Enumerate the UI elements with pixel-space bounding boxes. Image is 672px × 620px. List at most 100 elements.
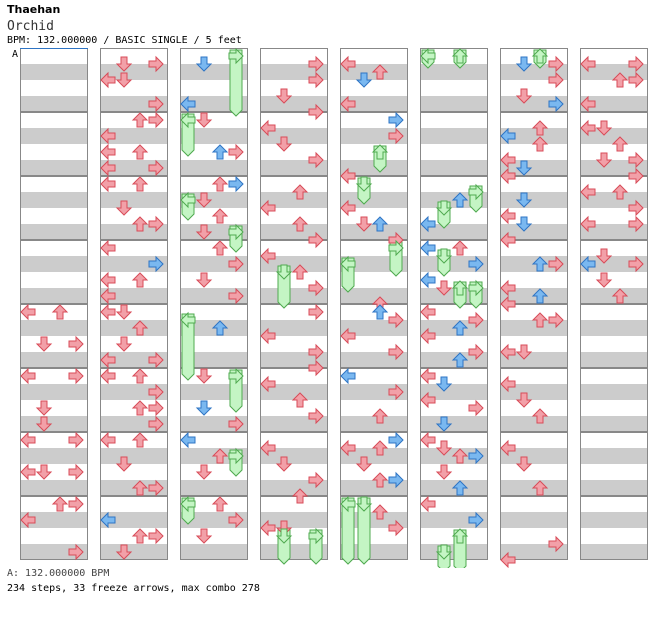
up-arrow [531, 256, 549, 272]
down-arrow [115, 72, 133, 88]
freeze-head-arrow [275, 528, 293, 544]
freeze-arrow [357, 497, 371, 565]
beat-stripe [340, 448, 408, 464]
measure-border [500, 176, 568, 240]
measure-border [340, 368, 408, 432]
beat-stripe [580, 480, 648, 496]
left-arrow [20, 367, 36, 385]
beat-stripe [500, 192, 568, 208]
beat-stripe [260, 288, 328, 304]
beat-stripe [260, 128, 328, 144]
right-arrow [308, 471, 324, 489]
freeze-head-arrow [371, 144, 389, 160]
right-arrow [148, 215, 164, 233]
beat-stripe [340, 416, 408, 432]
beat-stripe [580, 128, 648, 144]
right-arrow [68, 431, 84, 449]
measure-border [180, 48, 248, 112]
up-arrow [211, 208, 229, 224]
measure-border [180, 432, 248, 496]
right-arrow [388, 471, 404, 489]
left-arrow [340, 55, 356, 73]
down-arrow [435, 376, 453, 392]
up-arrow [211, 176, 229, 192]
right-arrow [68, 495, 84, 513]
beat-stripe [340, 320, 408, 336]
right-arrow [628, 55, 644, 73]
beat-stripe [340, 288, 408, 304]
beat-stripe [20, 352, 88, 368]
beat-stripe [580, 352, 648, 368]
left-arrow [100, 351, 116, 369]
chart-column [340, 48, 408, 565]
left-arrow [580, 119, 596, 137]
beat-stripe [340, 224, 408, 240]
left-arrow [580, 95, 596, 113]
up-arrow [531, 480, 549, 496]
up-arrow [371, 504, 389, 520]
bpm-marker-label: A [12, 49, 18, 60]
down-arrow [435, 416, 453, 432]
left-arrow [420, 391, 436, 409]
measure-border [100, 304, 168, 368]
down-arrow [595, 120, 613, 136]
freeze-head-arrow [435, 248, 453, 264]
right-arrow [228, 415, 244, 433]
right-arrow [148, 159, 164, 177]
up-arrow [211, 496, 229, 512]
left-arrow [100, 431, 116, 449]
beat-stripe [100, 96, 168, 112]
freeze-head-arrow [355, 176, 373, 192]
beat-stripe [260, 96, 328, 112]
beat-stripe [180, 128, 248, 144]
right-arrow [148, 479, 164, 497]
freeze-head-arrow [340, 255, 356, 273]
measure-border [20, 112, 88, 176]
measure-border [580, 176, 648, 240]
right-arrow [228, 255, 244, 273]
beat-stripe [260, 64, 328, 80]
measure-border [420, 176, 488, 240]
beat-stripe [580, 384, 648, 400]
beat-stripe [580, 544, 648, 560]
beat-stripe [500, 320, 568, 336]
down-arrow [515, 88, 533, 104]
down-arrow [115, 456, 133, 472]
up-arrow [451, 240, 469, 256]
measure-border [180, 496, 248, 560]
beat-stripe [580, 320, 648, 336]
measure-border [100, 240, 168, 304]
right-arrow [148, 111, 164, 129]
right-arrow [388, 311, 404, 329]
beat-stripe [180, 192, 248, 208]
measure-border [20, 176, 88, 240]
right-arrow [308, 151, 324, 169]
left-arrow [500, 279, 516, 297]
left-arrow [420, 367, 436, 385]
beat-stripe [420, 160, 488, 176]
down-arrow [595, 152, 613, 168]
freeze-head-arrow [180, 111, 196, 129]
beat-stripe [500, 384, 568, 400]
up-arrow [291, 264, 309, 280]
left-arrow [420, 303, 436, 321]
left-arrow [100, 71, 116, 89]
down-arrow [515, 192, 533, 208]
right-arrow [468, 311, 484, 329]
right-arrow [388, 111, 404, 129]
up-arrow [291, 488, 309, 504]
measure-border [20, 304, 88, 368]
down-arrow [595, 248, 613, 264]
down-arrow [35, 400, 53, 416]
chart-column [180, 47, 248, 560]
down-arrow [115, 544, 133, 560]
up-arrow [611, 184, 629, 200]
left-arrow [100, 175, 116, 193]
right-arrow [628, 151, 644, 169]
up-arrow [291, 216, 309, 232]
beat-stripe [100, 224, 168, 240]
up-arrow [131, 368, 149, 384]
left-arrow [500, 439, 516, 457]
measure-border [580, 304, 648, 368]
right-arrow [388, 519, 404, 537]
